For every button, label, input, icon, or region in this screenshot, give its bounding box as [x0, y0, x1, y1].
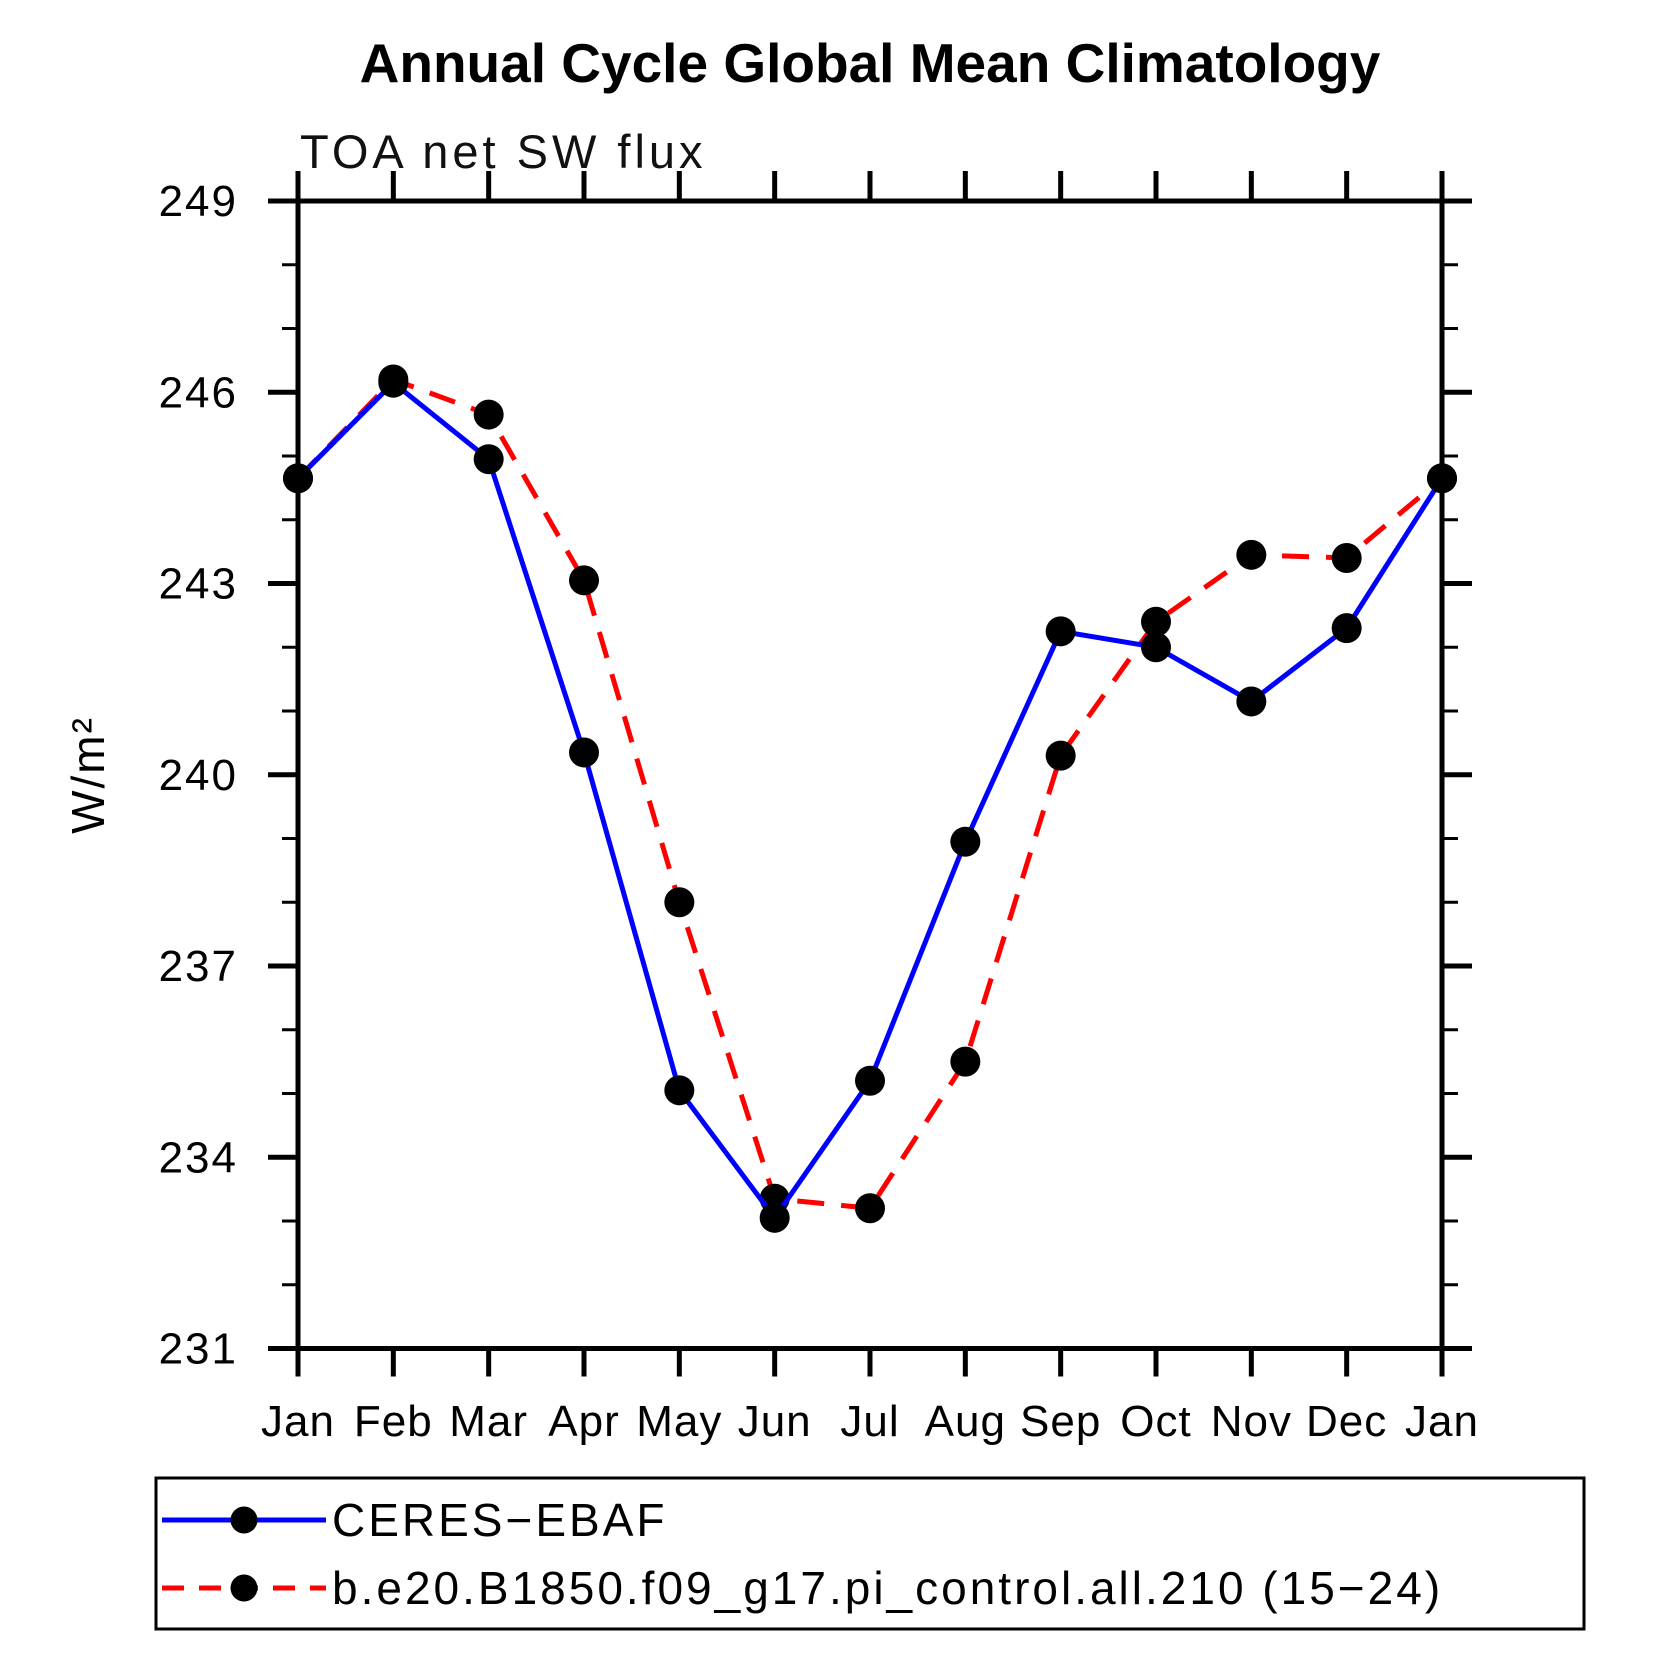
data-point-marker [1045, 616, 1076, 647]
y-tick-label: 237 [159, 942, 238, 991]
data-point-marker [378, 367, 409, 398]
y-tick-label: 240 [159, 751, 238, 800]
data-point-marker [950, 826, 981, 857]
x-axis-tick-labels: Jan Feb Mar Apr May Jun Jul Aug Sep Oct Nov Dec Jan [261, 1397, 1479, 1446]
y-tick-label: 249 [159, 177, 238, 226]
y-tick-label: 243 [159, 560, 238, 609]
data-point-marker [1141, 606, 1171, 637]
x-tick-label: Feb [354, 1397, 433, 1446]
legend-rows: CERES−EBAF b.e20.B1850.f09_g17.pi_control… [162, 1494, 1443, 1614]
data-point-marker [664, 1075, 695, 1106]
x-tick-label: Apr [548, 1397, 619, 1446]
data-point-marker [1331, 613, 1362, 644]
y-axis-ticks [268, 198, 1472, 1351]
y-axis-label: W/m² [62, 716, 114, 834]
data-point-marker [283, 463, 313, 494]
x-tick-label: Jun [738, 1397, 812, 1446]
data-point-marker [569, 565, 599, 596]
data-point-marker [1236, 539, 1267, 570]
data-point-marker [1427, 463, 1457, 494]
y-tick-label: 231 [159, 1325, 238, 1374]
x-tick-label: Oct [1120, 1397, 1191, 1446]
x-tick-label: Jul [840, 1397, 899, 1446]
legend-label: b.e20.B1850.f09_g17.pi_control.all.210 (… [332, 1562, 1443, 1614]
x-tick-label: Jan [261, 1397, 335, 1446]
data-point-marker [473, 444, 504, 475]
data-point-marker [1331, 543, 1362, 573]
legend-box [154, 1476, 1586, 1631]
legend-swatch-marker [230, 1574, 258, 1602]
x-tick-label: Jan [1405, 1397, 1479, 1446]
data-point-marker [950, 1046, 981, 1077]
x-tick-label: Aug [925, 1397, 1006, 1446]
data-point-marker [473, 399, 504, 430]
chart-title: Annual Cycle Global Mean Climatology [360, 32, 1381, 94]
y-tick-label: 246 [159, 368, 238, 417]
y-tick-label: 234 [159, 1133, 238, 1182]
data-point-marker [759, 1202, 790, 1233]
data-series [283, 364, 1457, 1233]
x-tick-label: Dec [1306, 1397, 1387, 1446]
legend: CERES−EBAF b.e20.B1850.f09_g17.pi_control… [154, 1476, 1586, 1631]
data-point-marker [855, 1193, 885, 1224]
data-point-marker [855, 1065, 885, 1096]
x-tick-label: Sep [1020, 1397, 1101, 1446]
data-point-marker [1045, 740, 1076, 771]
chart-subtitle: TOA net SW flux [300, 125, 707, 178]
legend-label: CERES−EBAF [332, 1494, 668, 1546]
x-axis-ticks [295, 171, 1445, 1377]
x-tick-label: Mar [449, 1397, 528, 1446]
x-tick-label: May [636, 1397, 722, 1446]
legend-swatch-marker [230, 1506, 258, 1534]
x-tick-label: Nov [1211, 1397, 1292, 1446]
data-point-marker [664, 887, 695, 918]
y-axis-tick-labels: 231 234 237 240 243 246 249 [159, 177, 238, 1374]
data-point-marker [1236, 686, 1267, 717]
data-point-marker [569, 737, 599, 768]
data-point-marker [1141, 632, 1171, 663]
